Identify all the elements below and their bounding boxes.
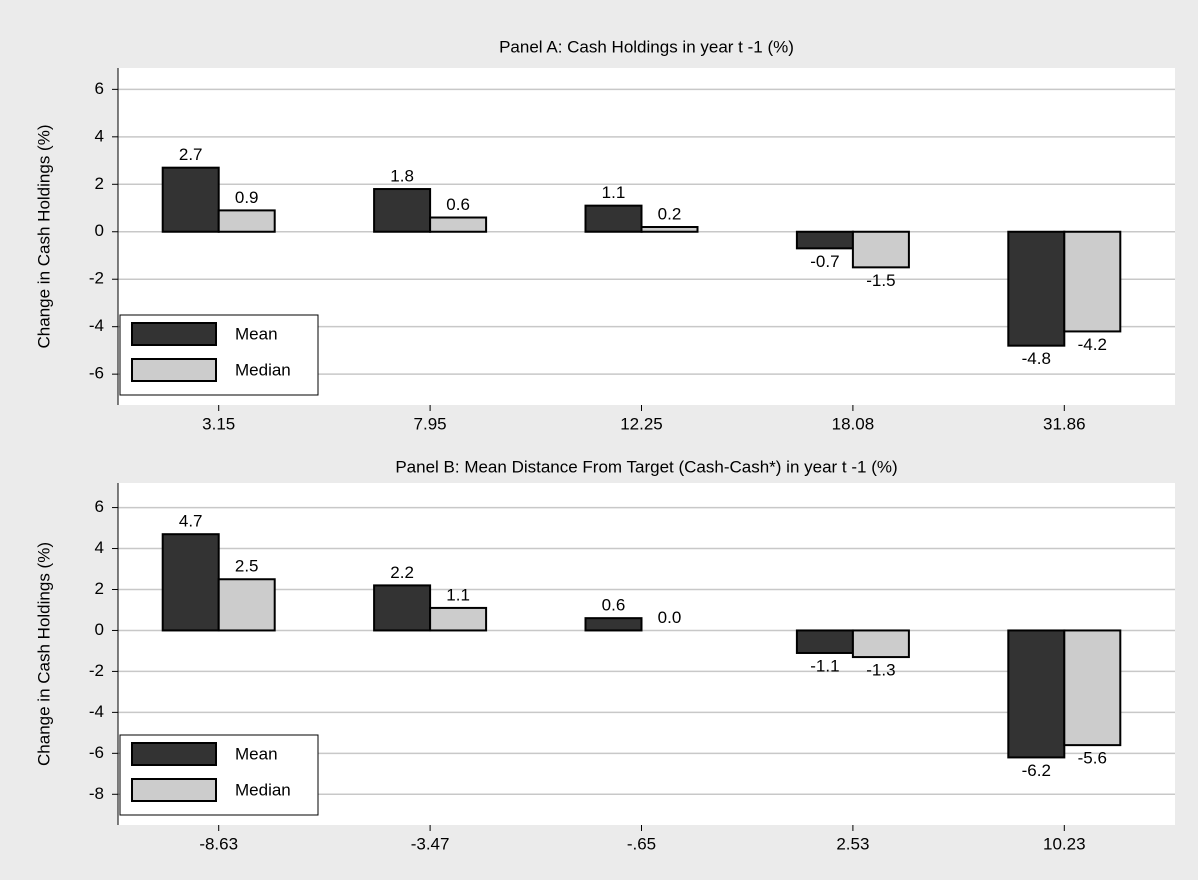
y-tick-label: 2: [95, 579, 104, 598]
bar: [1063, 629, 1122, 747]
value-label: 2.2: [390, 563, 414, 582]
y-tick-label: -4: [89, 316, 104, 335]
value-label: 0.9: [235, 188, 259, 207]
bar: [851, 230, 910, 269]
value-label: -1.1: [810, 656, 839, 675]
value-label: 2.7: [179, 145, 203, 164]
value-label: -5.6: [1078, 749, 1107, 768]
bar: [161, 166, 220, 233]
legend-swatch: [131, 322, 217, 346]
legend-label: Mean: [235, 744, 278, 763]
x-tick-label: 18.08: [832, 414, 875, 433]
y-tick-label: 4: [95, 538, 104, 557]
x-tick-label: -.65: [627, 834, 656, 853]
x-tick-label: -3.47: [411, 834, 450, 853]
value-label: 1.1: [446, 585, 470, 604]
x-tick-label: 2.53: [836, 834, 869, 853]
y-tick-label: -2: [89, 269, 104, 288]
value-label: 0.0: [658, 608, 682, 627]
bar: [429, 216, 488, 233]
y-tick-label: 2: [95, 174, 104, 193]
value-label: -1.5: [866, 271, 895, 290]
value-label: -4.2: [1078, 335, 1107, 354]
y-tick-label: 6: [95, 497, 104, 516]
legend-label: Median: [235, 780, 291, 799]
legend-label: Mean: [235, 324, 278, 343]
legend-swatch: [131, 742, 217, 766]
value-label: 4.7: [179, 512, 203, 531]
bar: [584, 617, 643, 632]
y-tick-label: -8: [89, 784, 104, 803]
x-tick-label: 10.23: [1043, 834, 1086, 853]
bar: [584, 204, 643, 233]
y-tick-label: -6: [89, 743, 104, 762]
bar: [161, 533, 220, 632]
x-tick-label: 7.95: [414, 414, 447, 433]
legend-swatch: [131, 778, 217, 802]
y-tick-label: 6: [95, 79, 104, 98]
value-label: -4.8: [1022, 349, 1051, 368]
y-tick-label: 0: [95, 221, 104, 240]
chart-title: Panel A: Cash Holdings in year t -1 (%): [499, 37, 794, 56]
value-label: -6.2: [1022, 761, 1051, 780]
value-label: 1.1: [602, 183, 626, 202]
value-label: 0.6: [602, 596, 626, 615]
legend-swatch: [131, 358, 217, 382]
y-tick-label: -2: [89, 661, 104, 680]
bar: [1007, 230, 1066, 347]
bar: [429, 606, 488, 632]
value-label: 0.2: [658, 204, 682, 223]
value-label: 1.8: [390, 167, 414, 186]
y-tick-label: 4: [95, 126, 104, 145]
y-tick-label: 0: [95, 620, 104, 639]
chart-title: Panel B: Mean Distance From Target (Cash…: [395, 457, 897, 476]
bar: [217, 209, 276, 233]
x-tick-label: -8.63: [199, 834, 238, 853]
value-label: 0.6: [446, 195, 470, 214]
y-axis-title: Change in Cash Holdings (%): [34, 542, 53, 766]
bar: [1063, 230, 1122, 333]
bar: [640, 226, 699, 233]
value-label: -1.3: [866, 661, 895, 680]
bar: [795, 629, 854, 654]
bar: [217, 578, 276, 632]
y-tick-label: -6: [89, 364, 104, 383]
y-tick-label: -4: [89, 702, 104, 721]
bar: [795, 230, 854, 250]
bar: [373, 188, 432, 233]
x-tick-label: 31.86: [1043, 414, 1086, 433]
bar: [373, 584, 432, 632]
value-label: -0.7: [810, 252, 839, 271]
bar: [1007, 629, 1066, 759]
x-tick-label: 12.25: [620, 414, 663, 433]
bar: [851, 629, 910, 659]
x-tick-label: 3.15: [202, 414, 235, 433]
y-axis-title: Change in Cash Holdings (%): [34, 125, 53, 349]
value-label: 2.5: [235, 557, 259, 576]
legend-label: Median: [235, 360, 291, 379]
